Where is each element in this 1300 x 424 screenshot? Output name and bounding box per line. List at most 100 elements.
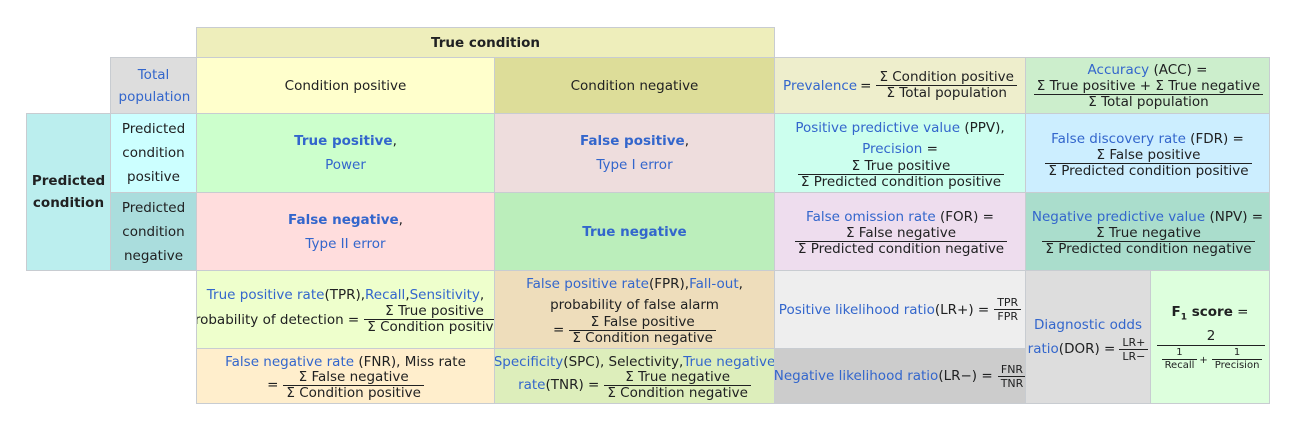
- fdr-link[interactable]: False discovery rate: [1051, 130, 1186, 147]
- lr-positive-link[interactable]: Positive likelihood ratio: [778, 301, 935, 318]
- fdr-formula: Σ False positive Σ Predicted condition p…: [1045, 148, 1252, 179]
- prevalence-eq: =: [860, 77, 872, 94]
- ppv-abbr: (PPV),: [960, 119, 1005, 136]
- power-link[interactable]: Power: [325, 157, 366, 173]
- false-positive-cell: False positive, Type I error: [494, 113, 775, 193]
- fpr-eq: =: [553, 322, 565, 338]
- specificity-cell: Specificity (SPC), Selectivity, True neg…: [494, 348, 775, 404]
- lr-negative-cell: Negative likelihood ratio (LR−) = FNR TN…: [774, 348, 1026, 404]
- accuracy-link[interactable]: Accuracy: [1087, 62, 1150, 78]
- f1-eq: =: [1232, 303, 1249, 320]
- fpr-numerator: Σ False positive: [569, 315, 716, 331]
- specificity-link[interactable]: Specificity: [494, 353, 564, 370]
- npv-denominator: Σ Predicted condition negative: [1045, 241, 1252, 257]
- ppv-numerator: Σ True positive: [797, 159, 1005, 175]
- fp-comma: ,: [684, 133, 689, 149]
- f1-precision-frac: 1 Precision: [1211, 348, 1263, 372]
- f1-formula: 2 1 Recall + 1 Precision: [1156, 330, 1266, 371]
- tpr-sep: ,: [405, 287, 410, 303]
- for-cell: False omission rate (FOR) = Σ False nega…: [774, 192, 1026, 271]
- tpr-denominator: Σ Condition positive: [367, 319, 495, 335]
- true-positive-link[interactable]: True positive: [294, 133, 393, 149]
- false-negative-cell: False negative, Type II error: [196, 192, 495, 271]
- dor-cell: Diagnostic odds ratio (DOR) = LR+ LR−: [1025, 270, 1151, 404]
- spc-denominator: Σ Condition negative: [607, 384, 748, 401]
- accuracy-numerator: Σ True positive + Σ True negative: [1033, 79, 1264, 95]
- condition-negative-label: Condition negative: [570, 77, 699, 94]
- ppv-link[interactable]: Positive predictive value: [795, 119, 961, 136]
- accuracy-denominator: Σ Total population: [1088, 94, 1209, 110]
- type-ii-error-link[interactable]: Type II error: [305, 235, 386, 252]
- precision-link[interactable]: Precision: [862, 140, 923, 157]
- fdr-denominator: Σ Predicted condition positive: [1048, 162, 1249, 179]
- f1-precision: Precision: [1214, 360, 1260, 372]
- fpr-link[interactable]: False positive rate: [526, 276, 649, 292]
- f1-label-end: score: [1187, 303, 1233, 320]
- for-link[interactable]: False omission rate: [806, 209, 936, 225]
- npv-numerator: Σ True negative: [1042, 226, 1255, 242]
- fdr-cell: False discovery rate (FDR) = Σ False pos…: [1025, 113, 1270, 193]
- lrp-numerator: TPR: [994, 297, 1022, 310]
- f1-numerator: 2: [1156, 330, 1266, 347]
- condition-positive-header: Condition positive: [196, 57, 495, 114]
- predicted-negative-header: Predicted condition negative: [110, 192, 197, 271]
- f1-sub: 1: [1180, 312, 1188, 323]
- tnr-link[interactable]: True negative: [683, 353, 775, 370]
- fall-out-link[interactable]: Fall-out: [689, 276, 739, 292]
- fnr-eq: =: [267, 377, 279, 393]
- prevalence-link[interactable]: Prevalence: [783, 77, 858, 94]
- f1-denominator: 1 Recall + 1 Precision: [1157, 346, 1266, 371]
- npv-cell: Negative predictive value (NPV) = Σ True…: [1025, 192, 1270, 271]
- lrp-abbr: (LR+) =: [934, 301, 990, 318]
- true-negative-link[interactable]: True negative: [582, 223, 687, 240]
- ppv-denominator: Σ Predicted condition positive: [800, 173, 1002, 190]
- fpr-formula: Σ False positive Σ Condition negative: [569, 315, 716, 346]
- predicted-positive-header: Predicted condition positive: [110, 113, 197, 193]
- accuracy-cell: Accuracy (ACC) = Σ True positive + Σ Tru…: [1025, 57, 1270, 114]
- for-abbr: (FOR) =: [935, 209, 994, 225]
- false-positive-link[interactable]: False positive: [580, 133, 685, 149]
- tpr-end: ,: [479, 287, 485, 303]
- condition-negative-header: Condition negative: [494, 57, 775, 114]
- dor-denominator: LR−: [1122, 349, 1146, 363]
- dor-numerator: LR+: [1119, 337, 1149, 350]
- fpr-line2: probability of false alarm: [550, 297, 719, 313]
- predicted-condition-label: Predicted condition: [31, 173, 106, 211]
- dor-ratio-link[interactable]: ratio: [1027, 341, 1059, 357]
- false-negative-link[interactable]: False negative: [288, 211, 399, 228]
- tpr-link[interactable]: True positive rate: [206, 287, 325, 303]
- accuracy-formula: Σ True positive + Σ True negative Σ Tota…: [1033, 79, 1264, 110]
- tpr-formula: Σ True positive Σ Condition positive: [364, 304, 495, 335]
- spc-abbr: (SPC), Selectivity,: [563, 353, 684, 370]
- total-population-link[interactable]: Total population: [118, 66, 191, 105]
- prevalence-formula: Σ Condition positive Σ Total population: [876, 70, 1017, 100]
- npv-formula: Σ True negative Σ Predicted condition ne…: [1042, 226, 1255, 257]
- fnr-numerator: Σ False negative: [283, 370, 424, 386]
- npv-link[interactable]: Negative predictive value: [1031, 209, 1206, 225]
- lrn-denominator: TNR: [1000, 376, 1024, 390]
- fnr-formula: Σ False negative Σ Condition positive: [283, 370, 424, 400]
- fnr-abbr: (FNR), Miss rate: [354, 353, 466, 370]
- type-i-error-link[interactable]: Type I error: [596, 157, 673, 173]
- recall-link[interactable]: Recall: [365, 287, 406, 303]
- tnr-rate-link[interactable]: rate: [518, 377, 546, 393]
- tpr-abbr: (TPR),: [324, 287, 366, 303]
- predicted-negative-label: Predicted condition negative: [121, 199, 186, 264]
- tpr-cell: True positive rate (TPR), Recall, Sensit…: [196, 270, 495, 349]
- spc-numerator: Σ True negative: [604, 370, 751, 386]
- condition-positive-label: Condition positive: [284, 77, 407, 94]
- predicted-positive-label: Predicted condition positive: [121, 121, 186, 185]
- fpr-denominator: Σ Condition negative: [572, 330, 713, 346]
- accuracy-abbr: (ACC) =: [1149, 62, 1208, 78]
- dor-link[interactable]: Diagnostic odds: [1033, 316, 1143, 333]
- lr-negative-link[interactable]: Negative likelihood ratio: [774, 368, 939, 384]
- tpr-line2: probability of detection =: [196, 311, 360, 328]
- f1-link[interactable]: F1 score: [1172, 303, 1233, 323]
- dor-formula: LR+ LR−: [1119, 337, 1149, 363]
- fnr-link[interactable]: False negative rate: [225, 353, 355, 370]
- sensitivity-link[interactable]: Sensitivity: [409, 287, 480, 303]
- npv-abbr: (NPV) =: [1205, 209, 1264, 225]
- fnr-cell: False negative rate (FNR), Miss rate = Σ…: [196, 348, 495, 404]
- f1-cell: F1 score = 2 1 Recall + 1 Precision: [1150, 270, 1270, 404]
- lrn-numerator: FNR: [997, 364, 1025, 377]
